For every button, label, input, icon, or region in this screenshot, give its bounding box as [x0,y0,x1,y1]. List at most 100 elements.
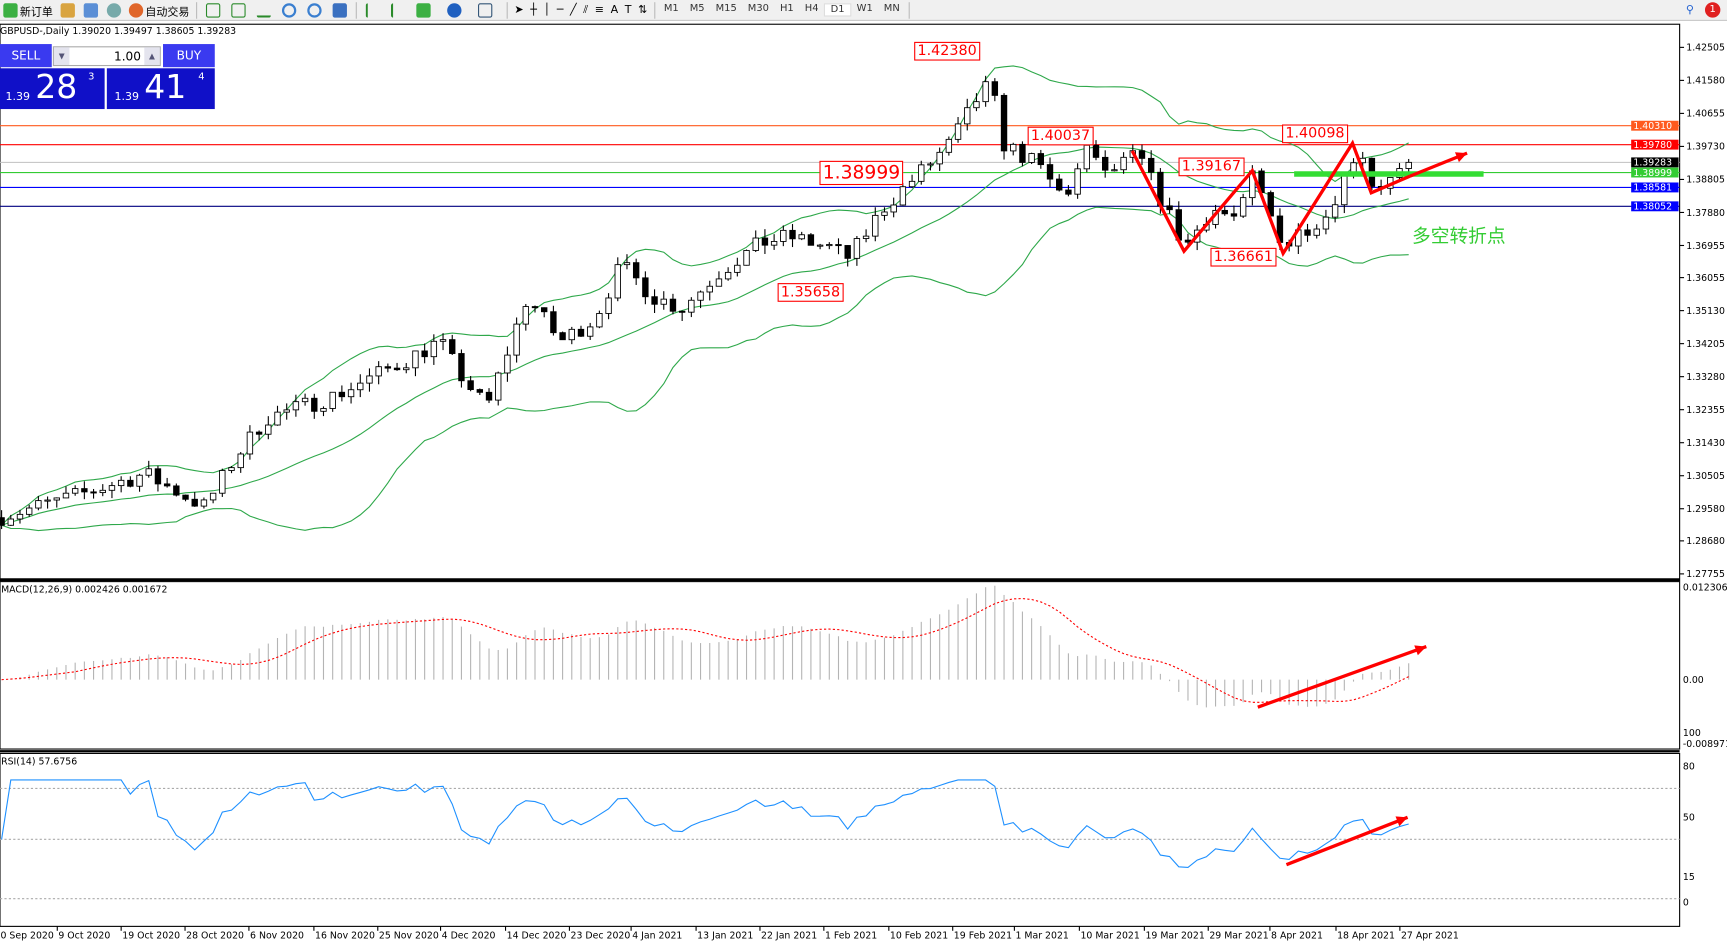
date-axis-label: 13 Jan 2021 [697,930,753,941]
timeframe-m30[interactable]: M30 [747,3,769,15]
arrows-icon[interactable]: ⇅ [638,3,648,16]
zoom-out-icon[interactable] [307,2,322,18]
candle [265,416,272,440]
label-icon[interactable]: T [624,3,632,16]
search-icon[interactable]: ⚲ [1685,3,1694,16]
candle-body [623,262,631,266]
candle-body [485,391,493,401]
zoom-in-icon[interactable] [281,2,297,18]
candle [513,317,520,363]
candle-body [403,367,410,371]
candle [467,376,474,392]
chart-shift-icon[interactable] [390,2,405,18]
candle [81,481,88,500]
timeframe-d1[interactable]: D1 [824,3,852,17]
candle-body [632,262,640,279]
candle-body [246,431,254,455]
candle-body [1230,213,1238,217]
candle [99,484,106,497]
vertical-line-icon[interactable]: │ [543,3,551,16]
candle-body [44,499,51,502]
lot-value[interactable]: 1.00 [113,49,141,64]
timeframe-h1[interactable]: H1 [779,3,794,15]
candle-body [209,492,217,501]
channel-icon[interactable]: ⫽ [583,3,589,16]
candle [927,162,934,171]
candle [789,224,796,248]
price-annotation-high: 1.42380 [914,41,980,61]
lot-increase-icon[interactable]: ▲ [144,47,160,65]
candle [1331,195,1339,223]
date-axis-label: 18 Apr 2021 [1337,930,1395,941]
buy-price[interactable]: 1.39 41 4 [106,68,215,110]
candle [1092,140,1100,161]
candle-body [108,485,116,491]
indicators-icon[interactable] [416,2,431,18]
rsi-axis-label: 15 [1683,872,1695,883]
main-panel [0,23,1681,582]
candle-body [421,350,428,358]
candle [301,393,309,406]
candle-body [945,138,953,153]
chart-canvas[interactable]: 1.42505 1.41580 1.40655 1.39730 1.38805 1.378… [0,22,1727,944]
candle-body [770,241,778,246]
price-annotation: 1.39167 [1178,157,1245,177]
candle [835,238,842,255]
candle-body [780,229,787,242]
candle [200,497,208,509]
macd-arrow [1257,645,1427,709]
lot-size-input[interactable]: ▼ 1.00 ▲ [52,46,161,67]
templates-icon[interactable] [478,2,493,18]
sell-button[interactable]: SELL [0,44,52,68]
candle-body [789,229,796,240]
timeframe-m15[interactable]: M15 [715,3,737,15]
timeframe-m5[interactable]: M5 [689,3,705,15]
navigator-icon[interactable] [83,2,99,18]
date-axis-label: 23 Dec 2020 [571,930,631,941]
macd-axis-label: -0.008971 [1683,739,1727,750]
bar-chart-icon[interactable] [205,2,221,18]
date-axis-label: 10 Feb 2021 [890,930,948,941]
candle [163,477,171,488]
candle [908,174,916,188]
timeframe-w1[interactable]: W1 [856,3,873,15]
candlestick-icon[interactable] [231,2,246,18]
timeframe-mn[interactable]: MN [883,3,900,15]
fibonacci-icon[interactable]: ≡ [594,3,604,16]
autoscroll-icon[interactable] [365,2,380,18]
candle [531,305,539,313]
candle-body [35,500,42,509]
notification-badge[interactable]: 1 [1704,2,1721,18]
signals-icon[interactable] [106,2,122,18]
timeframe-m1[interactable]: M1 [663,3,679,15]
line-chart-icon[interactable] [256,3,271,18]
periods-icon[interactable] [447,2,462,18]
auto-trading-button[interactable]: 自动交易 [126,1,193,20]
tile-windows-icon[interactable] [332,2,347,18]
candle-body [991,81,999,96]
timeframe-h4[interactable]: H4 [804,3,819,15]
macd-panel [0,581,1681,750]
candle [154,465,162,492]
lot-decrease-icon[interactable]: ▼ [53,47,70,65]
buy-button[interactable]: BUY [163,44,215,68]
sell-price[interactable]: 1.39 28 3 [0,68,105,110]
candle [117,476,125,493]
bollinger-lower-band [1,206,1409,532]
trendline-icon[interactable]: ╱ [569,3,577,16]
horizontal-line-icon[interactable]: ─ [556,3,564,16]
price-axis-label: 1.30505 [1686,471,1725,482]
cursor-icon[interactable]: ➤ [514,3,524,16]
new-order-button[interactable]: 新订单 [0,1,56,20]
candle [1239,193,1247,218]
candle-body [1065,189,1072,195]
text-icon[interactable]: A [610,3,619,16]
trend-arrow-head [1454,152,1468,163]
candle-body [1304,229,1311,236]
candle [853,236,861,266]
candle-body [200,499,208,507]
candle-body [522,306,530,325]
crosshair-icon[interactable]: ┼ [530,3,537,16]
candle [25,504,33,517]
market-watch-icon[interactable] [60,2,75,18]
